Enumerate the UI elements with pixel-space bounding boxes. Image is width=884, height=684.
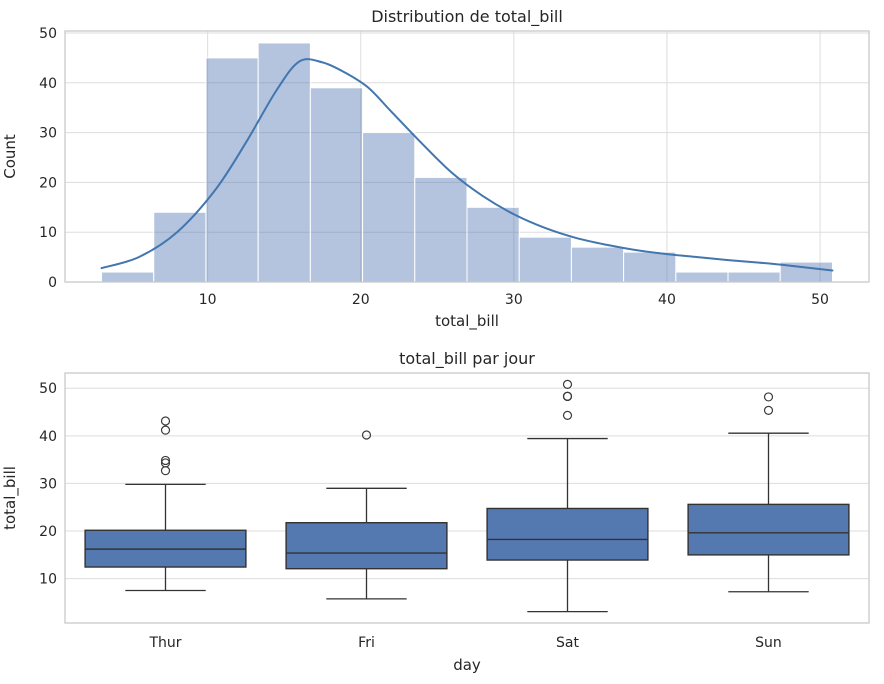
outlier-point xyxy=(160,455,171,466)
histogram-plot: 0 10 20 30 40 50 10 20 30 40 50 Distribution de tot… xyxy=(1,7,870,331)
outlier-point xyxy=(361,430,372,440)
outlier-point xyxy=(763,392,774,402)
y-tick-label: 10 xyxy=(39,572,57,588)
box-rect xyxy=(285,522,448,570)
outlier-point xyxy=(160,466,171,476)
histogram-bar xyxy=(362,132,416,283)
histogram-bar xyxy=(623,251,677,283)
histogram-ylabel: Count xyxy=(1,134,19,179)
y-tick-label: 20 xyxy=(39,524,57,540)
y-tick-label: 20 xyxy=(39,175,57,191)
histogram-xlabel: total_bill xyxy=(435,312,499,331)
x-tick-label: 50 xyxy=(811,292,829,308)
outlier-point xyxy=(562,391,573,401)
x-tick-label: Thur xyxy=(148,635,181,651)
box-rect xyxy=(486,507,649,561)
histogram-bar xyxy=(309,87,364,283)
histogram-bar xyxy=(153,211,207,283)
y-tick-label: 30 xyxy=(39,476,57,492)
boxplot-ylabel: total_bill xyxy=(1,466,20,530)
histogram-bar xyxy=(466,206,520,283)
outlier-point xyxy=(160,416,171,426)
x-tick-label: 10 xyxy=(199,292,217,308)
y-tick-label: 10 xyxy=(39,225,57,241)
outlier-point xyxy=(763,405,774,415)
box-sun xyxy=(687,392,850,593)
outlier-point xyxy=(562,379,573,389)
x-tick-label: 20 xyxy=(352,292,370,308)
box-thur xyxy=(84,416,247,592)
y-tick-label: 0 xyxy=(48,275,57,291)
plot-border xyxy=(64,372,870,624)
outlier-point xyxy=(160,425,171,435)
histogram-bar xyxy=(727,271,781,283)
histogram-bar xyxy=(675,271,729,283)
histogram-bars xyxy=(101,42,833,283)
histogram-bar xyxy=(257,42,311,283)
histogram-bar xyxy=(101,271,155,283)
x-tick-label: 40 xyxy=(658,292,676,308)
boxplot-title: total_bill par jour xyxy=(399,349,535,369)
y-tick-label: 50 xyxy=(39,381,57,397)
boxplot-plot: 10 20 30 40 50 Thur Fri Sat Sun total_bill par jo… xyxy=(1,349,870,674)
box-fri xyxy=(285,430,448,600)
y-tick-label: 50 xyxy=(39,26,57,42)
histogram-bar xyxy=(570,246,625,283)
kde-line xyxy=(100,58,834,272)
histogram-bar xyxy=(205,57,259,283)
histogram-title: Distribution de total_bill xyxy=(371,7,563,27)
box-sat xyxy=(486,379,649,613)
boxplot-xlabel: day xyxy=(453,656,481,674)
x-tick-label: Fri xyxy=(358,635,375,651)
plot-border xyxy=(64,30,870,283)
x-tick-label: 30 xyxy=(505,292,523,308)
histogram-bar xyxy=(518,236,572,283)
box-rect xyxy=(687,503,850,556)
y-tick-label: 40 xyxy=(39,76,57,92)
x-tick-label: Sat xyxy=(556,635,579,651)
outlier-point xyxy=(160,458,171,468)
x-tick-label: Sun xyxy=(755,635,782,651)
histogram-bar xyxy=(414,176,468,283)
outlier-point xyxy=(562,410,573,420)
y-tick-label: 30 xyxy=(39,126,57,142)
y-tick-label: 40 xyxy=(39,429,57,445)
